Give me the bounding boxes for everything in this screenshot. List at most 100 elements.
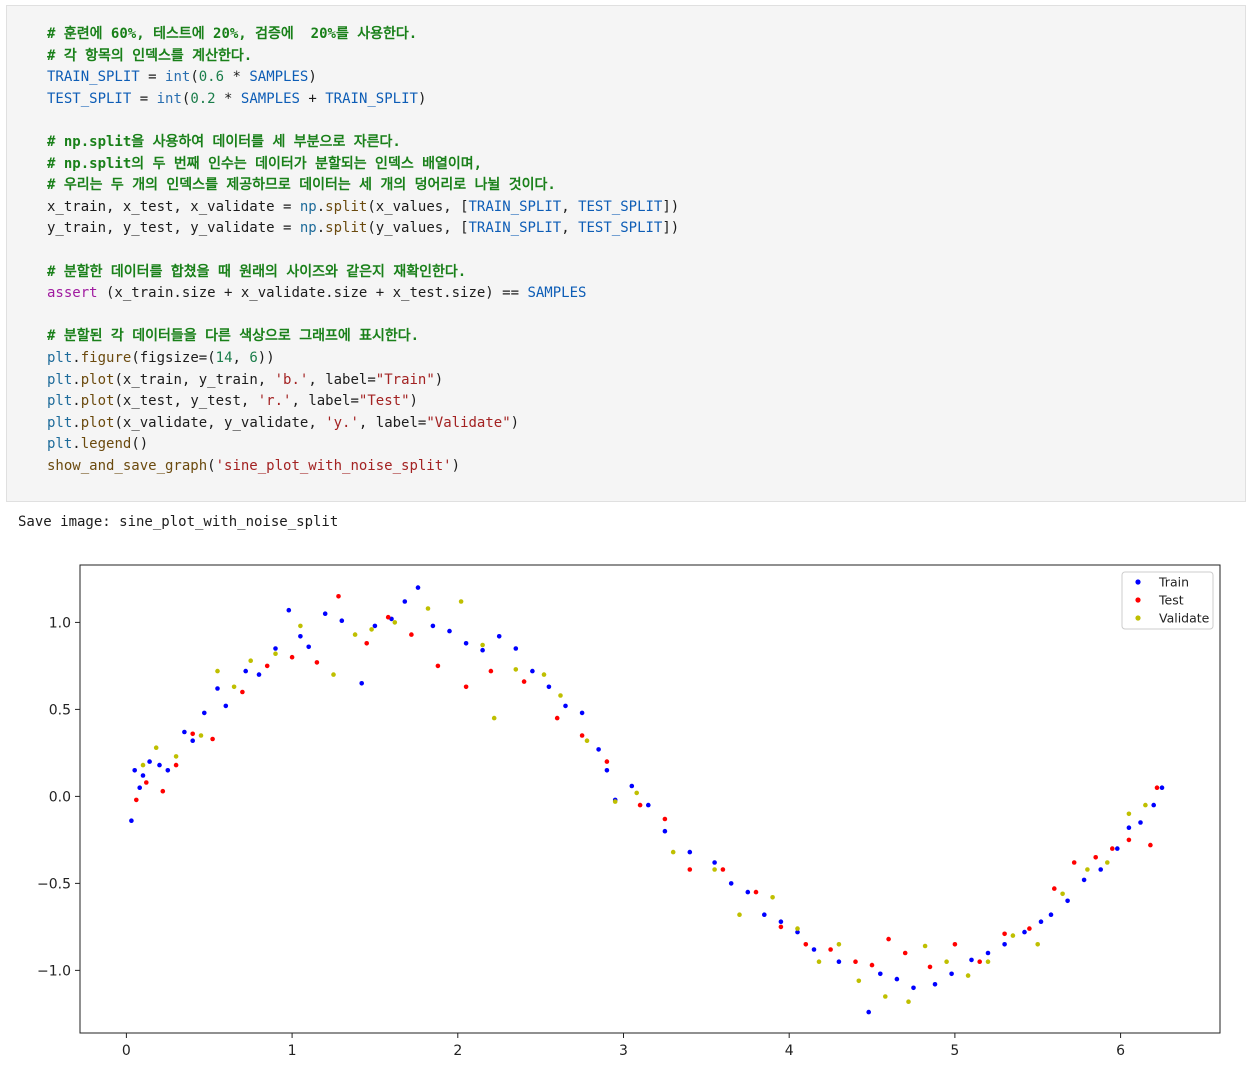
- point-train: [894, 976, 900, 982]
- point-train: [273, 646, 278, 651]
- code-token-func: split: [325, 198, 368, 215]
- code-token-var: x_test, y_test,: [122, 393, 258, 410]
- code-token-comment: # 분할된 각 데이터들을 다른 색상으로 그래프에 표시한다.: [47, 328, 420, 345]
- point-train: [878, 971, 883, 977]
- code-cell[interactable]: # 훈련에 60%, 테스트에 20%, 검증에 20%를 사용한다. # 각 항…: [6, 5, 1246, 502]
- point-validate: [298, 623, 303, 629]
- point-validate: [1060, 891, 1065, 897]
- code-token-str: 'b.': [274, 371, 309, 388]
- point-validate: [612, 799, 618, 804]
- code-token-var: x_validate, y_validate,: [122, 414, 326, 431]
- x-tick-label: 0: [122, 1043, 131, 1059]
- code-editor[interactable]: # 훈련에 60%, 테스트에 20%, 검증에 20%를 사용한다. # 각 항…: [47, 24, 679, 477]
- point-validate: [1010, 933, 1016, 938]
- point-train: [1038, 919, 1044, 924]
- legend-marker-train: [1135, 579, 1141, 585]
- point-test: [264, 663, 270, 669]
- code-token-var: x_train, x_test, x_validate: [47, 198, 275, 215]
- code-line: # 훈련에 60%, 테스트에 20%, 검증에 20%를 사용한다.: [47, 24, 679, 46]
- code-token-func: plot: [80, 414, 115, 431]
- point-train: [1065, 898, 1070, 904]
- point-train: [339, 618, 345, 623]
- x-tick-label: 5: [950, 1043, 959, 1059]
- point-train: [306, 644, 312, 650]
- code-token-arg: label: [325, 371, 368, 388]
- code-token-str: 'sine_plot_with_noise_split': [215, 457, 452, 474]
- point-test: [1093, 855, 1098, 860]
- point-test: [1052, 886, 1057, 891]
- code-token-punct: (: [114, 414, 123, 431]
- code-token-str: "Validate": [426, 414, 511, 431]
- point-test: [604, 759, 610, 764]
- point-validate: [541, 672, 547, 677]
- point-train: [447, 628, 452, 634]
- point-test: [1071, 860, 1077, 865]
- code-token-op: *: [224, 69, 250, 86]
- point-validate: [1143, 802, 1148, 808]
- point-train: [1002, 942, 1007, 947]
- code-token-punct: ]): [662, 220, 680, 237]
- code-token-punct: ): [308, 69, 317, 86]
- point-train: [463, 641, 469, 646]
- point-train: [243, 668, 248, 674]
- code-token-mod: plt: [47, 436, 73, 453]
- point-train: [359, 681, 365, 686]
- point-train: [298, 634, 303, 639]
- point-test: [1148, 842, 1153, 848]
- y-tick-label: 0.0: [49, 789, 71, 805]
- code-token-punct: ,: [561, 220, 579, 237]
- code-token-punct: ,: [232, 349, 250, 366]
- point-validate: [425, 606, 431, 611]
- point-validate: [1105, 860, 1110, 865]
- point-validate: [331, 672, 336, 677]
- point-train: [579, 710, 585, 716]
- code-token-punct: .: [72, 349, 81, 366]
- point-train: [969, 957, 974, 963]
- point-validate: [513, 667, 519, 672]
- code-token-str: 'y.': [325, 414, 359, 431]
- code-token-punct: ,: [561, 198, 579, 215]
- point-train: [604, 768, 610, 773]
- legend-label-train: Train: [1158, 575, 1189, 590]
- point-train: [596, 747, 601, 752]
- point-train: [415, 585, 421, 590]
- point-validate: [584, 738, 590, 743]
- point-test: [753, 889, 759, 895]
- point-test: [190, 731, 195, 737]
- point-test: [210, 736, 215, 742]
- code-token-punct: ,: [358, 414, 376, 431]
- point-validate: [712, 867, 717, 872]
- point-train: [762, 912, 767, 917]
- point-validate: [737, 912, 742, 917]
- point-test: [385, 614, 391, 620]
- code-token-punct: ,: [291, 393, 309, 410]
- point-train: [140, 773, 146, 778]
- code-token-const: TRAIN_SPLIT: [325, 90, 418, 107]
- point-train: [402, 599, 408, 604]
- code-line: TEST_SPLIT = int(0.2 * SAMPLES + TRAIN_S…: [47, 89, 679, 111]
- point-train: [687, 849, 693, 855]
- point-test: [927, 964, 933, 970]
- code-line: # np.split의 두 번째 인수는 데이터가 분할되는 인덱스 배열이며,: [47, 154, 679, 176]
- data-points: [129, 585, 1165, 1015]
- point-test: [1002, 931, 1007, 937]
- code-token-punct: ): [510, 414, 520, 431]
- point-validate: [906, 999, 911, 1004]
- point-train: [1126, 825, 1132, 830]
- code-token-op: =: [131, 90, 157, 107]
- point-test: [977, 959, 982, 964]
- point-validate: [491, 715, 497, 721]
- code-token-op: =: [367, 371, 376, 388]
- point-validate: [248, 658, 253, 663]
- point-validate: [836, 942, 842, 947]
- code-token-punct: .: [316, 220, 326, 237]
- code-token-punct: [: [460, 220, 469, 237]
- code-token-func: figure: [80, 349, 132, 366]
- point-test: [662, 816, 668, 822]
- code-token-punct: (: [207, 349, 216, 366]
- code-line: plt.plot(x_validate, y_validate, 'y.', l…: [47, 413, 679, 435]
- point-test: [173, 762, 179, 768]
- point-train: [1022, 929, 1027, 935]
- point-test: [289, 654, 295, 660]
- code-token-arg: label: [308, 393, 351, 410]
